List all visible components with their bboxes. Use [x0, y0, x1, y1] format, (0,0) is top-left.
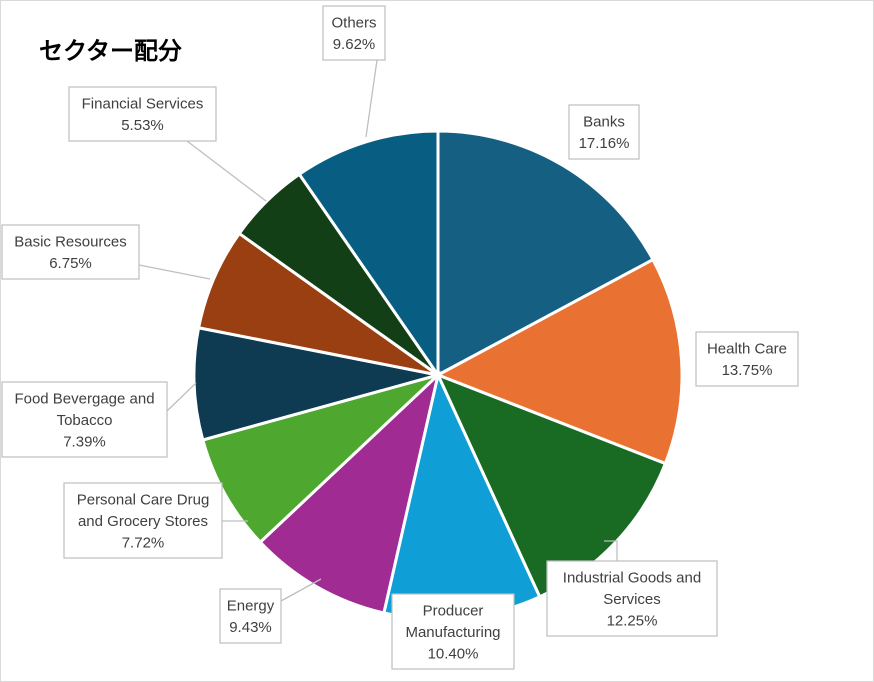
data-label: Personal Care Drug and Grocery Stores 7.72… — [63, 482, 223, 559]
data-label-category: Industrial Goods and — [563, 569, 701, 586]
data-label-value: 5.53% — [121, 117, 164, 134]
leader-line — [138, 264, 211, 280]
data-label-category: Financial Services — [82, 96, 204, 113]
data-label-box — [546, 560, 718, 637]
leader-line — [186, 140, 267, 202]
leader-lines — [138, 59, 618, 602]
data-label-box — [63, 482, 223, 559]
data-label-value: 7.72% — [122, 534, 165, 551]
data-label-value: 10.40% — [428, 645, 479, 662]
data-label-category: Energy — [227, 598, 275, 615]
data-label-category: Services — [603, 591, 661, 608]
pie-slices — [192, 129, 684, 621]
data-label: Others 9.62% — [322, 5, 386, 61]
data-label-value: 17.16% — [579, 135, 630, 152]
data-label-box — [1, 224, 140, 280]
data-label-value: 9.43% — [229, 619, 272, 636]
data-label-category: Health Care — [707, 341, 787, 358]
pie-slice-banks — [436, 129, 656, 378]
data-label: Basic Resources 6.75% — [1, 224, 140, 280]
data-label-box — [391, 593, 515, 670]
data-label-box — [68, 86, 217, 142]
pie-slice-energy — [258, 370, 441, 615]
data-label: Health Care 13.75% — [695, 331, 799, 387]
data-label-category: Basic Resources — [14, 234, 127, 251]
data-label-value: 9.62% — [333, 36, 376, 53]
data-label-value: 12.25% — [607, 612, 658, 629]
data-label-value: 7.39% — [63, 433, 106, 450]
pie-slice-personal-care-drug-and-grocery-stores — [200, 373, 440, 545]
data-label-category: Banks — [583, 114, 625, 131]
pie-slice-health-care — [434, 257, 684, 466]
pie-slice-others — [297, 129, 440, 380]
leader-line — [166, 382, 197, 412]
data-label-box — [219, 588, 282, 644]
leader-line — [604, 540, 618, 561]
chart-title: セクター配分 — [39, 37, 183, 65]
data-label-category: Manufacturing — [405, 624, 500, 641]
data-label-category: Others — [331, 15, 376, 32]
data-label-category: Food Bevergage and — [14, 390, 154, 407]
data-label-box — [322, 5, 386, 61]
data-label-value: 13.75% — [722, 362, 773, 379]
data-label-category: Personal Care Drug — [77, 491, 210, 508]
data-label-box — [1, 381, 168, 458]
data-label-box — [695, 331, 799, 387]
data-label: Producer Manufacturing 10.40% — [391, 593, 515, 670]
data-label: Food Bevergage and Tobacco 7.39% — [1, 381, 168, 458]
data-labels: Banks 17.16% Health Care 13.75% Industrial G… — [1, 5, 799, 670]
data-label-box — [568, 104, 640, 160]
data-label: Financial Services 5.53% — [68, 86, 217, 142]
leader-line — [280, 578, 322, 602]
data-label-value: 6.75% — [49, 255, 92, 272]
data-label: Industrial Goods and Services 12.25% — [546, 560, 718, 637]
data-label-category: Producer — [423, 602, 484, 619]
data-label-category: and Grocery Stores — [78, 513, 208, 530]
data-label-category: Tobacco — [57, 412, 113, 429]
data-label: Energy 9.43% — [219, 588, 282, 644]
leader-line — [365, 59, 378, 138]
data-label: Banks 17.16% — [568, 104, 640, 160]
